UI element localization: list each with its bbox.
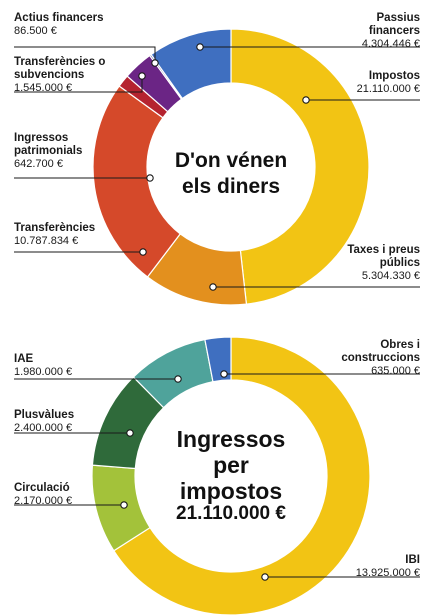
slice-name-label: Transferències o <box>14 56 105 68</box>
slice-name-label: Circulació <box>14 482 70 494</box>
slice-name-label: IBI <box>405 554 420 566</box>
leader-dot <box>138 72 146 80</box>
slice-value-label: 2.170.000 € <box>14 495 72 507</box>
leader-dot <box>209 283 217 291</box>
slice-name-label: financers <box>369 25 420 37</box>
leader-dot <box>139 248 147 256</box>
center-title-line: els diners <box>182 175 280 198</box>
slice-name-label: Passius <box>377 12 420 24</box>
slice-value-label: 86.500 € <box>14 25 57 37</box>
slice-name-label: Transferències <box>14 222 95 234</box>
leader-dot <box>302 96 310 104</box>
slice-name-label: construccions <box>341 352 420 364</box>
slice-name-label: Impostos <box>369 70 420 82</box>
leader-dot <box>151 59 159 67</box>
leader-dot <box>126 429 134 437</box>
slice-ibi <box>112 336 371 616</box>
leader-dot <box>146 174 154 182</box>
slice-value-label: 13.925.000 € <box>356 567 420 579</box>
leader-dot <box>174 375 182 383</box>
center-title-line: impostos <box>180 478 282 504</box>
leader-dot <box>261 573 269 581</box>
leader-line <box>14 46 156 63</box>
leader-dot <box>220 370 228 378</box>
slice-impostos <box>230 28 370 305</box>
center-title-line: D'on vénen <box>175 149 287 172</box>
leader-line <box>14 76 143 93</box>
slice-value-label: 5.304.330 € <box>362 270 420 282</box>
center-title-line: per <box>213 452 249 478</box>
center-title-line: 21.110.000 € <box>176 503 286 524</box>
slice-value-label: 4.304.446 € <box>362 38 420 50</box>
slice-name-label: Taxes i preus <box>347 244 420 256</box>
slice-name-label: públics <box>380 257 420 269</box>
slice-name-label: subvencions <box>14 69 84 81</box>
slice-value-label: 10.787.834 € <box>14 235 78 247</box>
slice-name-label: Ingressos <box>14 132 68 144</box>
slice-value-label: 2.400.000 € <box>14 422 72 434</box>
slice-value-label: 1.545.000 € <box>14 82 72 94</box>
slice-name-label: Obres i <box>380 339 420 351</box>
leader-dot <box>196 43 204 51</box>
slice-name-label: IAE <box>14 353 34 365</box>
slice-value-label: 642.700 € <box>14 158 63 170</box>
leader-dot <box>120 501 128 509</box>
slice-name-label: Plusvàlues <box>14 409 74 421</box>
center-title-line: Ingressos <box>177 426 286 452</box>
slice-value-label: 635.000 € <box>371 365 420 377</box>
slice-transferencies <box>92 85 182 278</box>
slice-value-label: 1.980.000 € <box>14 366 72 378</box>
slice-name-label: patrimonials <box>14 145 82 157</box>
slice-value-label: 21.110.000 € <box>357 83 420 95</box>
slice-passius-financers <box>150 28 232 100</box>
slice-name-label: Actius financers <box>14 12 103 24</box>
